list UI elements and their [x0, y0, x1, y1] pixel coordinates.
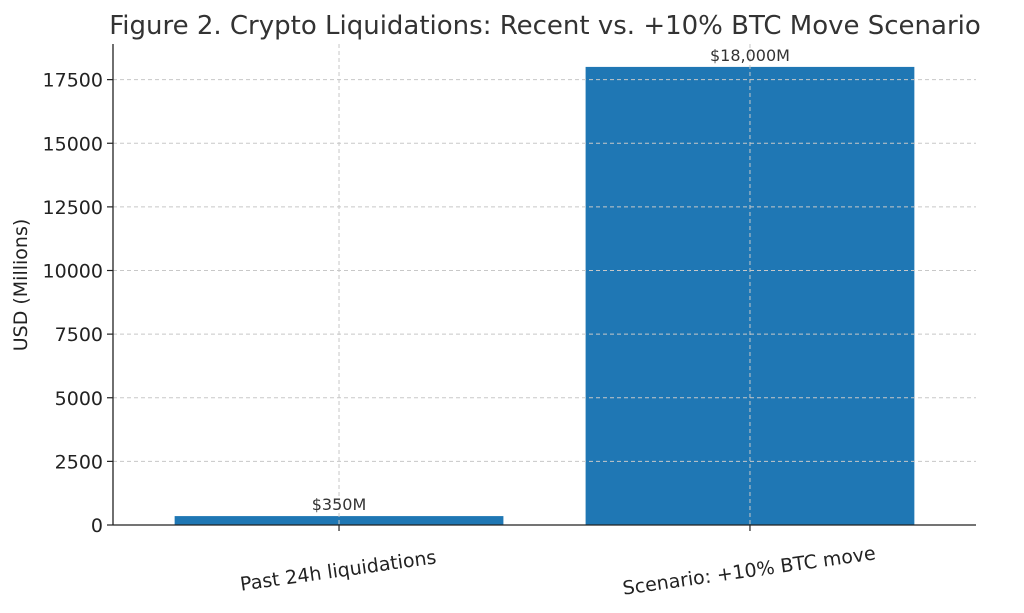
tick-layer: 0 2500 5000 7500 10000 12500 15000 17500	[43, 70, 751, 537]
data-label: $18,000M	[710, 46, 790, 65]
chart-title: Figure 2. Crypto Liquidations: Recent vs…	[109, 11, 981, 41]
y-tick-label: 5000	[55, 388, 103, 410]
y-tick-label: 15000	[43, 133, 103, 155]
x-tick-label: Scenario: +10% BTC move	[621, 542, 877, 599]
y-tick-label: 2500	[55, 451, 103, 473]
y-tick-label: 7500	[55, 324, 103, 346]
grid-overlay	[113, 44, 976, 525]
axis-layer	[112, 44, 976, 526]
x-tick-label: Past 24h liquidations	[239, 546, 438, 595]
data-label: $350M	[312, 495, 367, 514]
y-tick-label: 0	[91, 515, 103, 537]
y-tick-label: 17500	[43, 70, 103, 92]
y-tick-label: 10000	[43, 261, 103, 283]
bar-layer	[174, 66, 915, 526]
y-tick-label: 12500	[43, 197, 103, 219]
y-axis-label: USD (Millions)	[10, 219, 32, 352]
